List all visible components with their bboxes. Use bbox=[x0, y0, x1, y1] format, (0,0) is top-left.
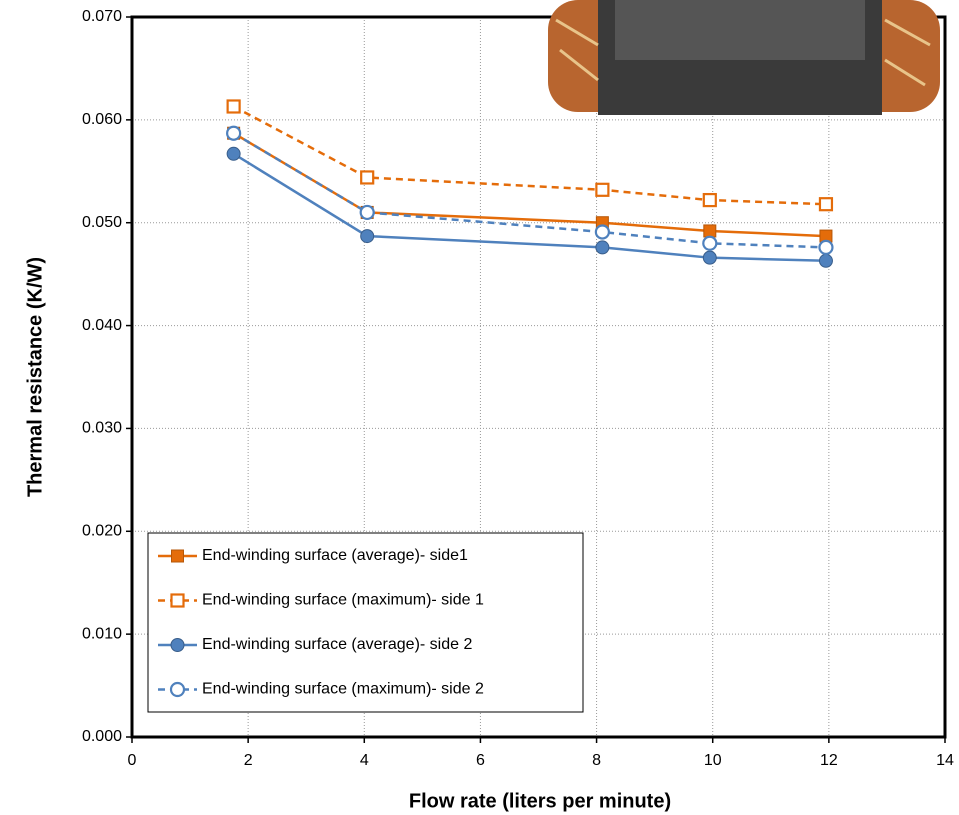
marker bbox=[818, 197, 834, 212]
stator-photo bbox=[548, 0, 940, 115]
legend-label: End-winding surface (average)- side 2 bbox=[202, 636, 472, 653]
stator-core-highlight bbox=[615, 0, 865, 60]
x-tick-label: 10 bbox=[704, 752, 722, 769]
y-tick-label: 0.050 bbox=[82, 214, 122, 231]
legend-marker bbox=[170, 593, 185, 608]
y-tick-label: 0.040 bbox=[82, 317, 122, 334]
copper-wires bbox=[555, 18, 931, 87]
legend-label: End-winding surface (maximum)- side 2 bbox=[202, 681, 484, 698]
legend-marker bbox=[171, 549, 184, 563]
marker bbox=[226, 125, 242, 141]
x-tick-label: 8 bbox=[592, 752, 601, 769]
plot-area: 0.000 0.010 0.020 0.030 0.040 0.050 0.060 0.070… bbox=[82, 8, 954, 769]
marker bbox=[703, 224, 717, 238]
series-line bbox=[232, 132, 826, 249]
legend-marker bbox=[170, 638, 185, 652]
marker bbox=[702, 235, 718, 251]
marker bbox=[595, 240, 610, 255]
marker bbox=[702, 250, 717, 265]
y-tick-label: 0.060 bbox=[82, 111, 122, 128]
marker bbox=[360, 229, 375, 244]
x-tick-label: 12 bbox=[820, 752, 838, 769]
y-tick-label: 0.000 bbox=[82, 728, 122, 745]
x-tick-label: 6 bbox=[476, 752, 485, 769]
x-tick-label: 4 bbox=[360, 752, 369, 769]
marker bbox=[702, 192, 717, 208]
plot-frame bbox=[130, 15, 947, 739]
legend: End-winding surface (average)- side1 End-… bbox=[147, 532, 584, 713]
series-line bbox=[232, 152, 826, 263]
x-tick-label: 14 bbox=[936, 752, 954, 769]
legend-label: End-winding surface (maximum)- side 1 bbox=[202, 592, 484, 609]
legend-marker bbox=[169, 681, 186, 698]
x-tick-label: 2 bbox=[244, 752, 253, 769]
marker bbox=[226, 99, 241, 114]
series-line bbox=[233, 105, 826, 206]
y-tick-label: 0.070 bbox=[82, 8, 122, 25]
x-tick-label: 0 bbox=[128, 752, 137, 769]
marker bbox=[360, 170, 375, 185]
legend-box bbox=[147, 532, 584, 713]
marker bbox=[226, 146, 241, 161]
marker bbox=[594, 224, 610, 240]
marker bbox=[818, 253, 833, 268]
marker bbox=[595, 182, 610, 197]
y-tick-label: 0.030 bbox=[82, 420, 122, 437]
marker bbox=[359, 204, 375, 221]
marker bbox=[818, 239, 834, 255]
legend-label: End-winding surface (average)- side1 bbox=[202, 547, 468, 564]
y-axis-title: Thermal resistance (K/W) bbox=[24, 257, 46, 497]
x-axis-title: Flow rate (liters per minute) bbox=[409, 790, 671, 812]
y-tick-label: 0.020 bbox=[82, 523, 122, 540]
y-tick-label: 0.010 bbox=[82, 625, 122, 642]
